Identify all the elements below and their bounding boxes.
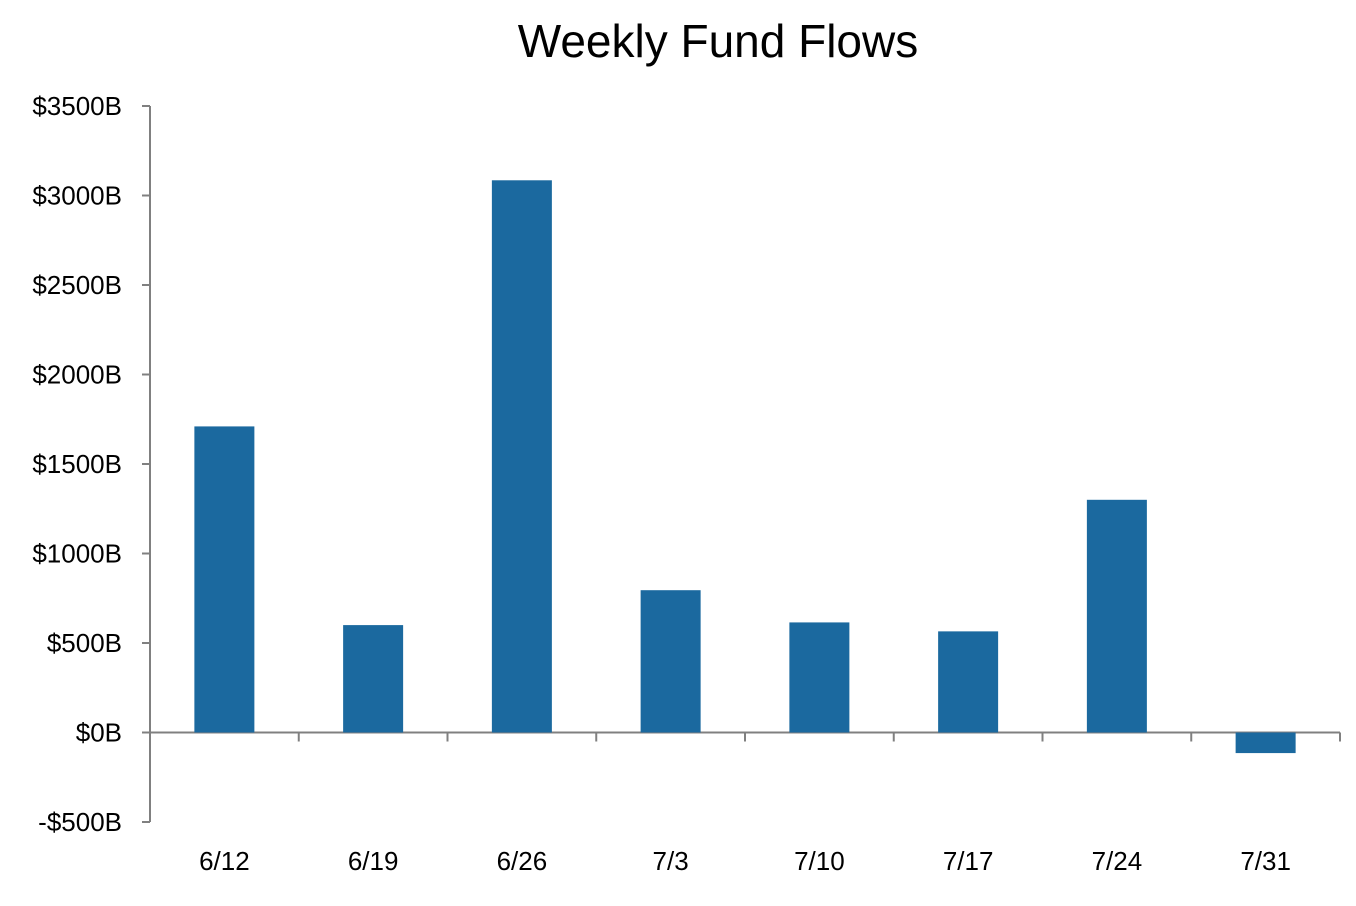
x-tick-label: 6/12 [199, 846, 250, 876]
x-tick-label: 7/31 [1240, 846, 1291, 876]
bar-6-26 [491, 180, 552, 733]
y-tick-label: $2500B [32, 270, 122, 300]
x-tick-label: 7/17 [943, 846, 994, 876]
bar-7-24 [1086, 499, 1147, 733]
bar-7-17 [938, 631, 999, 733]
y-tick-label: $3000B [32, 181, 122, 211]
axes [142, 105, 1341, 823]
bars [194, 180, 1296, 754]
bar-7-31 [1235, 732, 1296, 754]
y-tick-label: $2000B [32, 360, 122, 390]
y-tick-label: $1000B [32, 539, 122, 569]
y-tick-label: -$500B [38, 807, 122, 837]
y-tick-label: $1500B [32, 449, 122, 479]
chart-title: Weekly Fund Flows [517, 15, 919, 67]
y-tick-label: $500B [47, 628, 122, 658]
x-tick-label: 6/19 [348, 846, 399, 876]
y-tick-label: $3500B [32, 91, 122, 121]
x-tick-label: 7/24 [1092, 846, 1143, 876]
x-tick-label: 7/3 [653, 846, 689, 876]
bar-7-3 [640, 590, 701, 733]
tick-labels: -$500B $0B $500B $1000B $1500B $2000B $2500B $3… [32, 91, 1291, 876]
bar-6-12 [194, 426, 255, 733]
y-tick-label: $0B [76, 718, 122, 748]
bar-6-19 [343, 625, 404, 733]
x-tick-label: 7/10 [794, 846, 845, 876]
bar-7-10 [789, 622, 850, 733]
x-tick-label: 6/26 [497, 846, 548, 876]
